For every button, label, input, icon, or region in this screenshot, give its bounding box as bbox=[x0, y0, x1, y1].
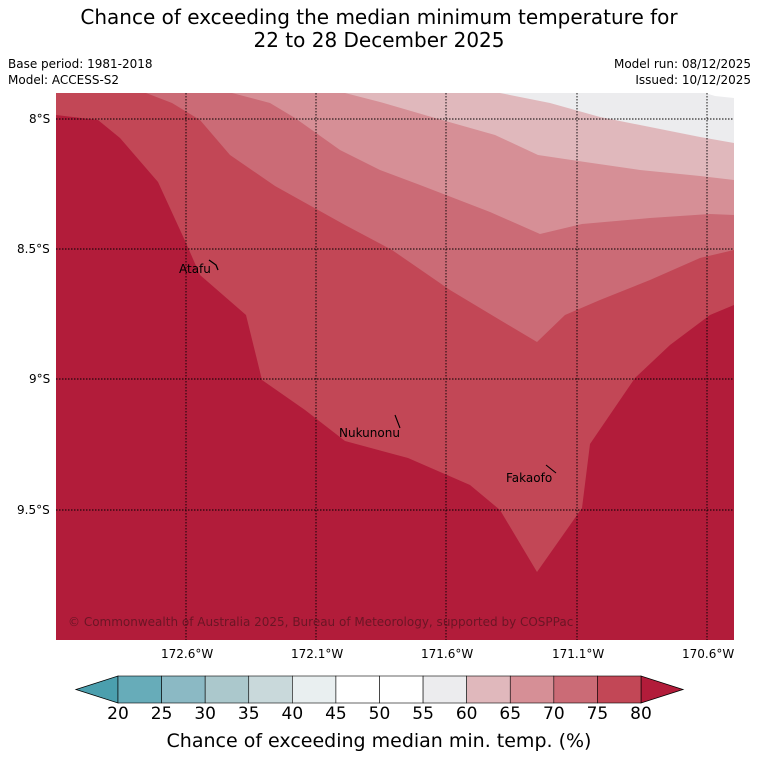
colorbar-swatch bbox=[597, 675, 642, 704]
nukunonu-coastline bbox=[394, 414, 401, 429]
atafu-coastline bbox=[208, 259, 219, 271]
place-label-atafu: Atafu bbox=[179, 262, 211, 276]
colorbar-swatch bbox=[379, 675, 424, 704]
map-title-line1: Chance of exceeding the median minimum t… bbox=[80, 5, 678, 29]
colorbar-tick-label: 80 bbox=[630, 704, 652, 724]
colorbar-tick-label: 60 bbox=[455, 704, 478, 724]
colorbar-swatch bbox=[509, 675, 555, 704]
colorbar-swatch bbox=[466, 675, 511, 704]
colorbar-high-extension bbox=[640, 675, 685, 704]
colorbar-swatch bbox=[117, 675, 162, 704]
copyright-notice: © Commonwealth of Australia 2025, Bureau… bbox=[68, 615, 574, 629]
colorbar-tick-label: 70 bbox=[543, 704, 565, 724]
lat-label-8-5s: 8.5°S bbox=[17, 242, 50, 256]
colorbar-low-extension bbox=[74, 675, 119, 704]
colorbar-tick-label: 55 bbox=[412, 704, 434, 724]
colorbar-tick-label: 30 bbox=[194, 704, 216, 724]
lon-label-171-6w: 171.6°W bbox=[421, 647, 474, 661]
map-title-line2: 22 to 28 December 2025 bbox=[253, 28, 505, 52]
colorbar-swatch bbox=[292, 675, 337, 704]
colorbar-swatch bbox=[553, 675, 598, 704]
colorbar bbox=[74, 675, 685, 704]
lon-label-172-1w: 172.1°W bbox=[291, 647, 344, 661]
colorbar-tick-label: 35 bbox=[237, 704, 260, 724]
colorbar-tick-label: 45 bbox=[325, 704, 347, 724]
colorbar-title: Chance of exceeding median min. temp. (%… bbox=[166, 730, 592, 752]
issued-date: Issued: 10/12/2025 bbox=[635, 73, 751, 87]
place-label-nukunonu: Nukunonu bbox=[339, 426, 400, 440]
lon-label-171-1w: 171.1°W bbox=[552, 647, 605, 661]
base-period: Base period: 1981-2018 bbox=[8, 57, 153, 71]
fakaofo-coastline bbox=[545, 464, 557, 474]
lat-label-9s: 9°S bbox=[29, 372, 51, 386]
colorbar-tick-label: 65 bbox=[499, 704, 522, 724]
colorbar-tick-label: 40 bbox=[281, 704, 304, 724]
colorbar-swatch bbox=[204, 675, 250, 704]
lon-label-172-6w: 172.6°W bbox=[161, 647, 214, 661]
colorbar-swatch bbox=[422, 675, 467, 704]
colorbar-tick-label: 50 bbox=[368, 704, 391, 724]
model-name: Model: ACCESS-S2 bbox=[8, 73, 120, 87]
zone-55-60 bbox=[500, 93, 734, 143]
place-label-fakaofo: Fakaofo bbox=[506, 471, 553, 485]
zone-50-55 bbox=[705, 93, 734, 98]
lon-label-170-6w: 170.6°W bbox=[682, 647, 735, 661]
colorbar-tick-label: 20 bbox=[107, 704, 129, 724]
model-run: Model run: 08/12/2025 bbox=[613, 57, 751, 71]
map-plot-area bbox=[56, 93, 734, 640]
colorbar-tick-label: 75 bbox=[586, 704, 609, 724]
colorbar-swatch bbox=[335, 675, 380, 704]
lat-label-8s: 8°S bbox=[29, 112, 51, 126]
colorbar-tick-label: 25 bbox=[150, 704, 173, 724]
colorbar-swatch bbox=[161, 675, 206, 704]
lat-label-9-5s: 9.5°S bbox=[17, 503, 50, 517]
colorbar-swatch bbox=[248, 675, 293, 704]
